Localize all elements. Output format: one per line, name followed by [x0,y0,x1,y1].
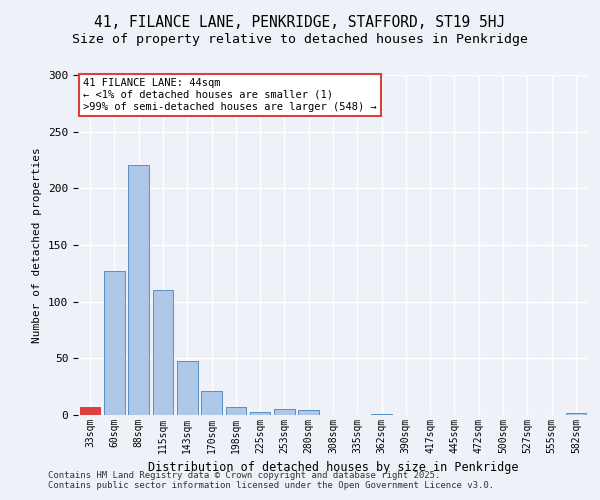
Bar [128,164,149,415]
Bar [274,410,295,415]
Bar [298,410,319,415]
Text: 41, FILANCE LANE, PENKRIDGE, STAFFORD, ST19 5HJ: 41, FILANCE LANE, PENKRIDGE, STAFFORD, S… [94,15,506,30]
Bar [250,412,271,415]
Bar [566,412,586,415]
Bar [104,271,125,415]
Bar [201,391,222,415]
Bar [371,414,392,415]
Bar [152,290,173,415]
Text: 41 FILANCE LANE: 44sqm
← <1% of detached houses are smaller (1)
>99% of semi-det: 41 FILANCE LANE: 44sqm ← <1% of detached… [83,78,377,112]
Y-axis label: Number of detached properties: Number of detached properties [32,147,43,343]
Text: Contains HM Land Registry data © Crown copyright and database right 2025.
Contai: Contains HM Land Registry data © Crown c… [48,470,494,490]
Bar [226,407,246,415]
X-axis label: Distribution of detached houses by size in Penkridge: Distribution of detached houses by size … [148,462,518,474]
Bar [177,360,197,415]
Bar [80,407,100,415]
Text: Size of property relative to detached houses in Penkridge: Size of property relative to detached ho… [72,32,528,46]
